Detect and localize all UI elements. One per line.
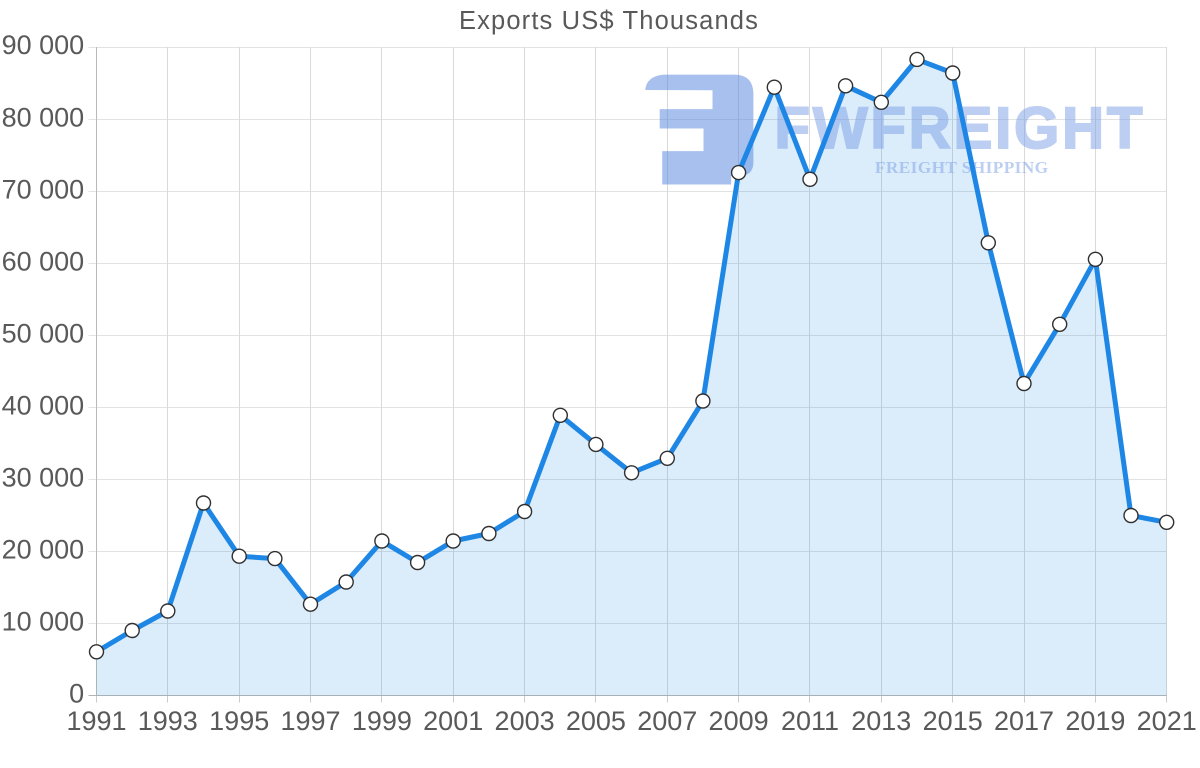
svg-text:1995: 1995 [209,706,269,736]
svg-text:2001: 2001 [423,706,483,736]
svg-text:0: 0 [69,679,84,709]
svg-text:2015: 2015 [923,706,983,736]
svg-text:1997: 1997 [280,706,340,736]
svg-text:10 000: 10 000 [2,607,85,637]
svg-text:2011: 2011 [781,706,839,736]
svg-text:2007: 2007 [637,706,697,736]
svg-text:2021: 2021 [1137,706,1197,736]
svg-text:20 000: 20 000 [2,535,85,565]
svg-text:2013: 2013 [851,706,911,736]
svg-text:1991: 1991 [66,706,126,736]
svg-text:2009: 2009 [709,706,769,736]
svg-text:1999: 1999 [352,706,412,736]
svg-text:2019: 2019 [1065,706,1125,736]
svg-text:90 000: 90 000 [2,30,85,60]
svg-text:80 000: 80 000 [2,102,85,132]
svg-text:70 000: 70 000 [2,174,85,204]
svg-text:30 000: 30 000 [2,463,85,493]
svg-text:2005: 2005 [566,706,626,736]
svg-text:2017: 2017 [994,706,1054,736]
svg-text:40 000: 40 000 [2,391,85,421]
svg-text:Exports US$ Thousands: Exports US$ Thousands [459,7,759,35]
svg-text:2003: 2003 [495,706,555,736]
svg-text:50 000: 50 000 [2,318,85,348]
svg-text:1993: 1993 [138,706,198,736]
svg-text:FREIGHT SHIPPING: FREIGHT SHIPPING [875,158,1049,177]
svg-text:60 000: 60 000 [2,246,85,276]
